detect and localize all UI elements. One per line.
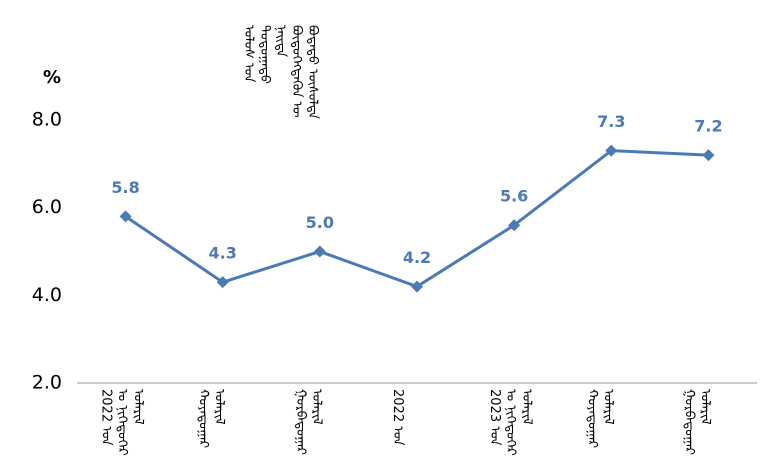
data-label: 5.6: [500, 187, 528, 206]
point: [605, 144, 618, 157]
point: [119, 210, 132, 223]
x-tick-label: 2023 ᠣᠨ ᠤ ᠨᠢᠭᠡᠳᠦᠭᠡᠷ ᠤᠯᠠᠷᠢᠯ: [487, 389, 535, 456]
point: [702, 149, 715, 162]
x-tick-label: 2022 ᠣᠨ ᠤ ᠨᠢᠭᠡᠳᠦᠭᠡᠷ ᠤᠯᠠᠷᠢᠯ: [98, 389, 146, 456]
point: [411, 280, 423, 293]
y-tick-label: 4.0: [32, 284, 62, 306]
data-label: 7.3: [597, 112, 625, 131]
x-tick-label: 2022 ᠣᠨ: [390, 389, 405, 446]
data-label: 5.8: [111, 178, 139, 197]
x-tick-label: ᠭᠤᠷᠪᠠᠳᠤᠭᠠᠷ ᠤᠯᠠᠷᠢᠯ: [681, 389, 713, 456]
point: [508, 219, 521, 232]
y-tick-label: 8.0: [32, 109, 62, 131]
data-label: 5.0: [306, 213, 334, 232]
y-axis-label: %: [43, 67, 61, 88]
data-label: 4.2: [403, 248, 431, 267]
x-tick-label: ᠭᠤᠷᠪᠠᠳᠤᠭᠠᠷ ᠤᠯᠠᠷᠢᠯ: [292, 389, 324, 456]
point: [313, 245, 326, 258]
x-tick-label: ᠬᠤᠶᠠᠳᠤᠭᠠᠷ ᠤᠯᠠᠷᠢᠯ: [584, 389, 616, 449]
x-tick-label: ᠬᠤᠶᠠᠳᠤᠭᠠᠷ ᠤᠯᠠᠷᠢᠯ: [195, 389, 227, 449]
point: [216, 276, 229, 289]
y-tick-label: 6.0: [32, 196, 62, 218]
y-tick-label: 2.0: [32, 372, 62, 394]
data-label: 7.2: [694, 117, 722, 136]
data-label: 4.3: [209, 244, 237, 263]
chart-title: ᠤᠯᠤᠰ ᠤᠨ ᠳᠤᠲᠤᠭᠠᠳᠤ ᠨᠡᠢᠲᠡ ᠪᠦᠲᠦᠭᠡᠭᠳᠡᠬᠦᠨ ᠦ ᠪᠣ…: [241, 25, 320, 120]
